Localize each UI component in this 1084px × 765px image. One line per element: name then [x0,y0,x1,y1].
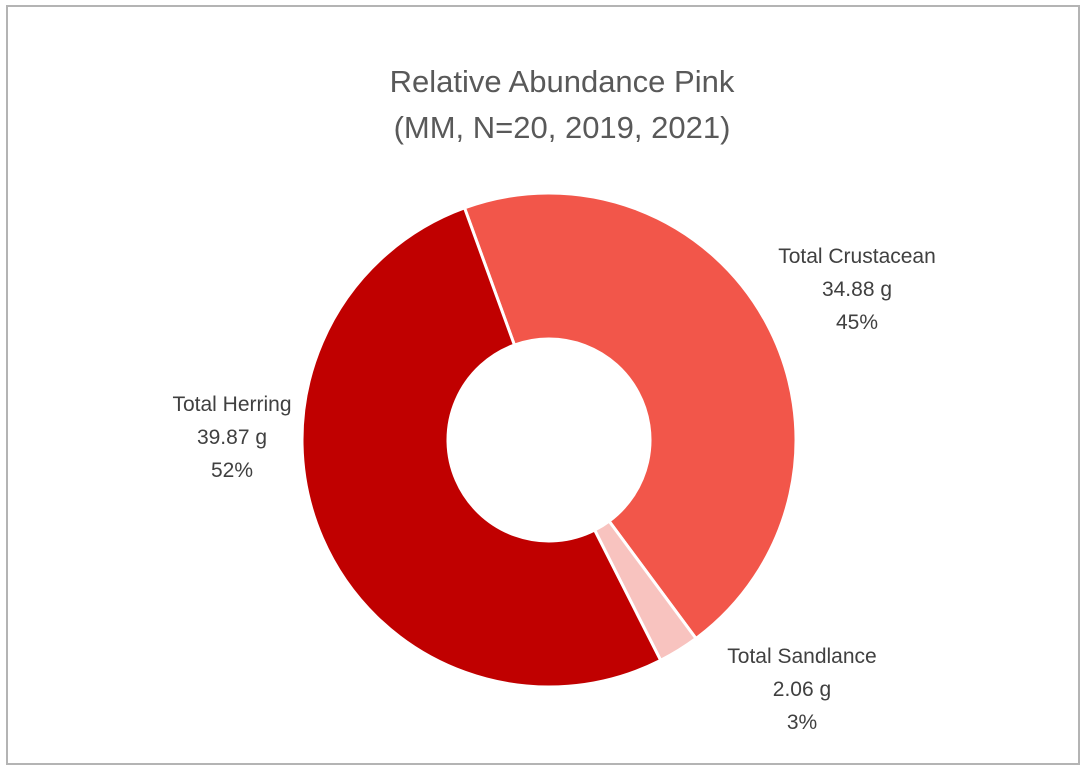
labels-group: Total Crustacean 34.88 g 45% Total Sandlanc… [172,245,935,734]
data-label-total-crustacean-value: 34.88 g [822,278,892,301]
data-label-total-herring-percent: 52% [211,459,253,482]
data-label-total-herring-name: Total Herring [172,393,291,416]
slices-group [300,191,798,689]
data-label-total-sandlance-value: 2.06 g [773,678,831,701]
data-label-total-crustacean-percent: 45% [836,311,878,334]
slice-total-herring[interactable] [300,206,663,689]
chart-title-line-2: (MM, N=20, 2019, 2021) [394,110,731,145]
data-label-total-herring-value: 39.87 g [197,426,267,449]
data-label-total-sandlance-percent: 3% [787,711,817,734]
data-label-total-crustacean-name: Total Crustacean [778,245,936,268]
data-label-total-sandlance-name: Total Sandlance [727,645,876,668]
slice-total-crustacean[interactable] [463,191,798,640]
chart-title-line-1: Relative Abundance Pink [390,64,735,99]
